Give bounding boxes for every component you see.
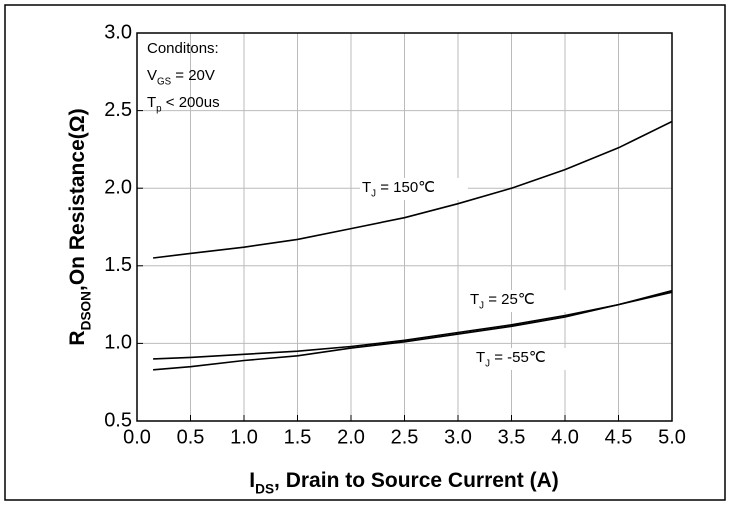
series-label: TJ = 150℃ [362, 179, 435, 200]
outer-frame [4, 4, 726, 501]
y-tick-label: 3.0 [104, 21, 132, 43]
series-label-sub: J [485, 359, 490, 370]
series-label: TJ = -55℃ [476, 349, 546, 370]
series-label: TJ = 25℃ [470, 291, 535, 312]
x-tick-label: 4.5 [605, 426, 633, 448]
condition: Conditons: [147, 40, 219, 57]
condition-text: = 20V [171, 67, 215, 84]
x-tick-label: 3.5 [498, 426, 526, 448]
x-tick-label: 0.5 [177, 426, 205, 448]
y-tick-label: 2.5 [104, 99, 132, 121]
condition: VGS = 20V [147, 67, 215, 88]
x-tick-label: 2.5 [391, 426, 419, 448]
x-axis-title: IDS, Drain to Source Current (A) [249, 469, 559, 496]
series-line [153, 120, 673, 259]
condition: Tp < 200us [147, 94, 220, 115]
x-tick-label: 3.0 [444, 426, 472, 448]
condition-base: V [147, 67, 157, 84]
y-axis-title-text: ,On Resistance(Ω) [66, 108, 89, 291]
x-tick-label: 1.0 [230, 426, 258, 448]
series-label-base: T [476, 349, 485, 366]
y-tick-label: 1.0 [104, 332, 132, 354]
x-tick-label: 4.0 [551, 426, 579, 448]
condition-base: T [147, 94, 156, 111]
series-label-sub: J [479, 301, 484, 312]
label-bg [360, 178, 468, 200]
y-axis-title-sub: DSON [78, 291, 93, 330]
series-label-text: = -55℃ [490, 349, 546, 366]
x-tick-label: 1.5 [284, 426, 312, 448]
y-axis-title: RDSON,On Resistance(Ω) [66, 108, 93, 345]
y-tick-label: 2.0 [104, 176, 132, 198]
label-bg [474, 348, 582, 370]
y-tick-label: 0.5 [104, 409, 132, 431]
x-tick-label: 0.0 [123, 426, 151, 448]
series-line [153, 291, 673, 360]
condition-text: < 200us [162, 94, 220, 111]
series-line [153, 289, 673, 371]
series-label-sub: J [371, 189, 376, 200]
y-axis-title-base: R [66, 330, 89, 345]
x-axis-title-text: , Drain to Source Current (A) [274, 469, 559, 492]
x-tick-label: 5.0 [658, 426, 686, 448]
x-tick-label: 2.0 [337, 426, 365, 448]
label-bg [468, 290, 576, 312]
series-label-text: = 25℃ [484, 291, 535, 308]
condition-text: Conditons: [147, 40, 219, 57]
y-tick-label: 1.5 [104, 254, 132, 276]
condition-sub: p [156, 104, 162, 115]
x-axis-title-sub: DS [255, 481, 274, 496]
series-label-text: = 150℃ [376, 179, 435, 196]
series-label-base: T [470, 291, 479, 308]
condition-sub: GS [157, 77, 172, 88]
plot-frame [136, 32, 673, 422]
x-axis-title-base: I [249, 469, 255, 492]
series-label-base: T [362, 179, 371, 196]
